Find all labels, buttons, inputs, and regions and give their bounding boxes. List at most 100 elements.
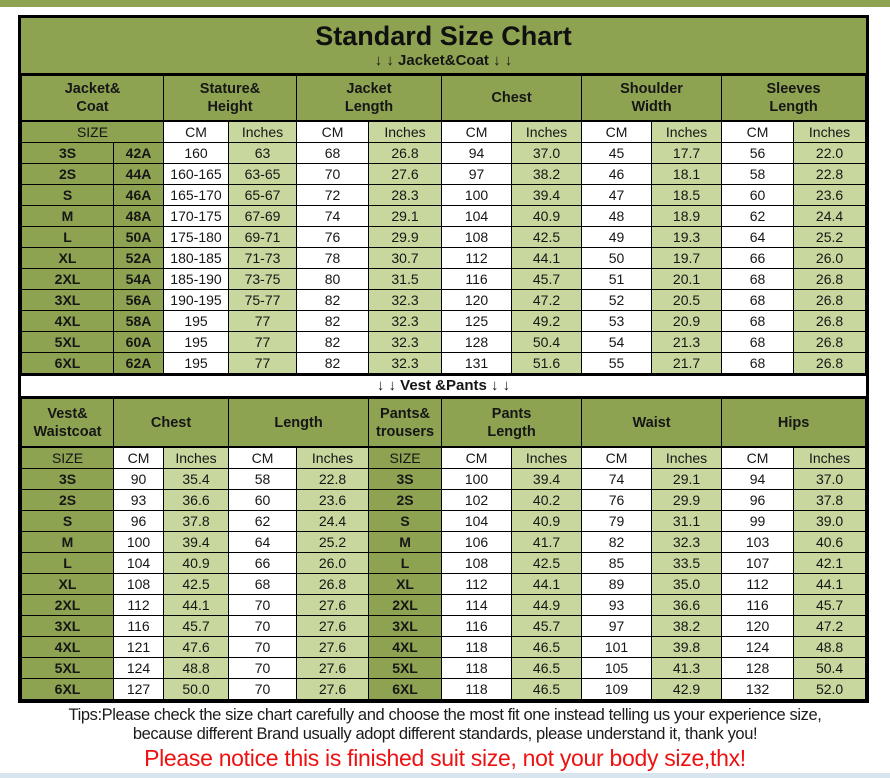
value-cell: 120 [721,615,795,637]
jacket-coat-table: Jacket& Coat Stature& Height Jacket Leng… [21,75,867,374]
value-cell: 18.1 [651,163,723,185]
column-header-vest-waistcoat: Vest& Waistcoat [21,398,114,448]
title-block: Standard Size Chart ↓ ↓ Jacket&Coat ↓ ↓ [21,18,866,75]
value-cell: 69-71 [228,226,297,248]
value-cell: 24.4 [793,205,867,227]
value-cell: 38.2 [651,615,723,637]
jacket-table-row: XL 52A 180-185 71-73 78 30.7 112 44.1 50 19.7 66 26… [21,247,867,269]
value-cell: 106 [441,531,513,553]
value-cell: 185-190 [163,268,229,290]
value-cell: CM [581,446,653,469]
value-cell: 21.3 [651,331,723,353]
value-cell: 104 [441,205,513,227]
jacket-table-row: 2XL 54A 185-190 73-75 80 31.5 116 45.7 51 20.1 68 2… [21,268,867,290]
value-cell: 52 [581,289,653,311]
value-cell: 68 [228,573,298,595]
value-cell: CM [113,446,164,469]
value-cell: CM [441,446,513,469]
value-cell: 26.8 [793,331,867,353]
value-cell: 108 [441,226,513,248]
value-cell: 108 [113,573,164,595]
tips-text: Tips:Please check the size chart careful… [0,706,890,744]
vest-table-row: 2S 93 36.6 60 23.6 2S 102 40.2 76 29.9 96 37.8 [21,489,867,511]
size-cell: 5XL [21,657,114,679]
value-cell: 44.1 [511,573,583,595]
vest-pants-table: Vest& Waistcoat Chest Length Pants& trou… [21,398,867,700]
size-cell: 5XL [21,331,114,353]
value-cell: 65-67 [228,184,297,206]
value-cell: 75-77 [228,289,297,311]
value-cell: 39.8 [651,636,723,658]
value-cell: 90 [113,468,164,490]
value-cell: 68 [296,142,369,164]
value-cell: 36.6 [162,489,230,511]
value-cell: 32.3 [651,531,723,553]
column-header-waist: Waist [581,398,723,448]
vest-table-row: 6XL 127 50.0 70 27.6 6XL 118 46.5 109 42.9 132 52.0 [21,678,867,700]
size-cell: 6XL [21,352,114,374]
value-cell: 85 [581,552,653,574]
value-cell: Inches [793,446,867,469]
column-header-chest: Chest [441,75,583,122]
value-cell: 26.8 [793,268,867,290]
value-cell: 120 [441,289,513,311]
size-cell: M [21,531,114,553]
value-cell: 70 [228,615,298,637]
size-cell: 54A [113,268,164,290]
vest-table-row: L 104 40.9 66 26.0 L 108 42.5 85 33.5 107 42.1 [21,552,867,574]
value-cell: 112 [113,594,164,616]
value-cell: 74 [581,468,653,490]
value-cell: 20.9 [651,310,723,332]
value-cell: 121 [113,636,164,658]
jacket-table-row: 2S 44A 160-165 63-65 70 27.6 97 38.2 46 18.1 58 22.… [21,163,867,185]
size-cell: 3S [368,468,443,490]
value-cell: 27.6 [296,594,370,616]
value-cell: 42.5 [162,573,230,595]
value-cell: 112 [721,573,795,595]
value-cell: 68 [721,352,795,374]
value-cell: 118 [441,636,513,658]
value-cell: 31.5 [367,268,443,290]
value-cell: 93 [581,594,653,616]
size-cell: L [368,552,443,574]
size-cell: 4XL [21,636,114,658]
value-cell: 170-175 [163,205,229,227]
value-cell: 82 [296,289,369,311]
value-cell: 20.1 [651,268,723,290]
value-cell: Inches [511,446,583,469]
value-cell: CM [228,446,298,469]
size-cell: 48A [113,205,164,227]
value-cell: 26.0 [296,552,370,574]
value-cell: 127 [113,678,164,700]
value-cell: 62 [721,205,795,227]
value-cell: 76 [581,489,653,511]
value-cell: 23.6 [296,489,370,511]
vest-unit-row: SIZE CM Inches CM Inches SIZE CM Inches CM Inches… [21,446,867,469]
jacket-table-row: S 46A 165-170 65-67 72 28.3 100 39.4 47 18.5 60 23.… [21,184,867,206]
value-cell: 108 [441,552,513,574]
value-cell: 54 [581,331,653,353]
size-cell: SIZE [368,446,443,469]
value-cell: 22.8 [296,468,370,490]
value-cell: 124 [721,636,795,658]
value-cell: 39.4 [511,468,583,490]
value-cell: 80 [296,268,369,290]
value-cell: 27.6 [296,678,370,700]
value-cell: 107 [721,552,795,574]
value-cell: 71-73 [228,247,297,269]
value-cell: 52.0 [793,678,867,700]
value-cell: 77 [228,352,297,374]
value-cell: 50 [581,247,653,269]
value-cell: 64 [228,531,298,553]
column-header-shoulder-width: Shoulder Width [581,75,723,122]
size-cell: 58A [113,310,164,332]
value-cell: 19.7 [651,247,723,269]
jacket-table-row: 3XL 56A 190-195 75-77 82 32.3 120 47.2 52 20.5 68 2… [21,289,867,311]
value-cell: 68 [721,310,795,332]
value-cell: 48.8 [162,657,230,679]
value-cell: 105 [581,657,653,679]
value-cell: 131 [441,352,513,374]
value-cell: 63-65 [228,163,297,185]
value-cell: 29.1 [367,205,443,227]
column-header-vest-chest: Chest [112,398,230,448]
